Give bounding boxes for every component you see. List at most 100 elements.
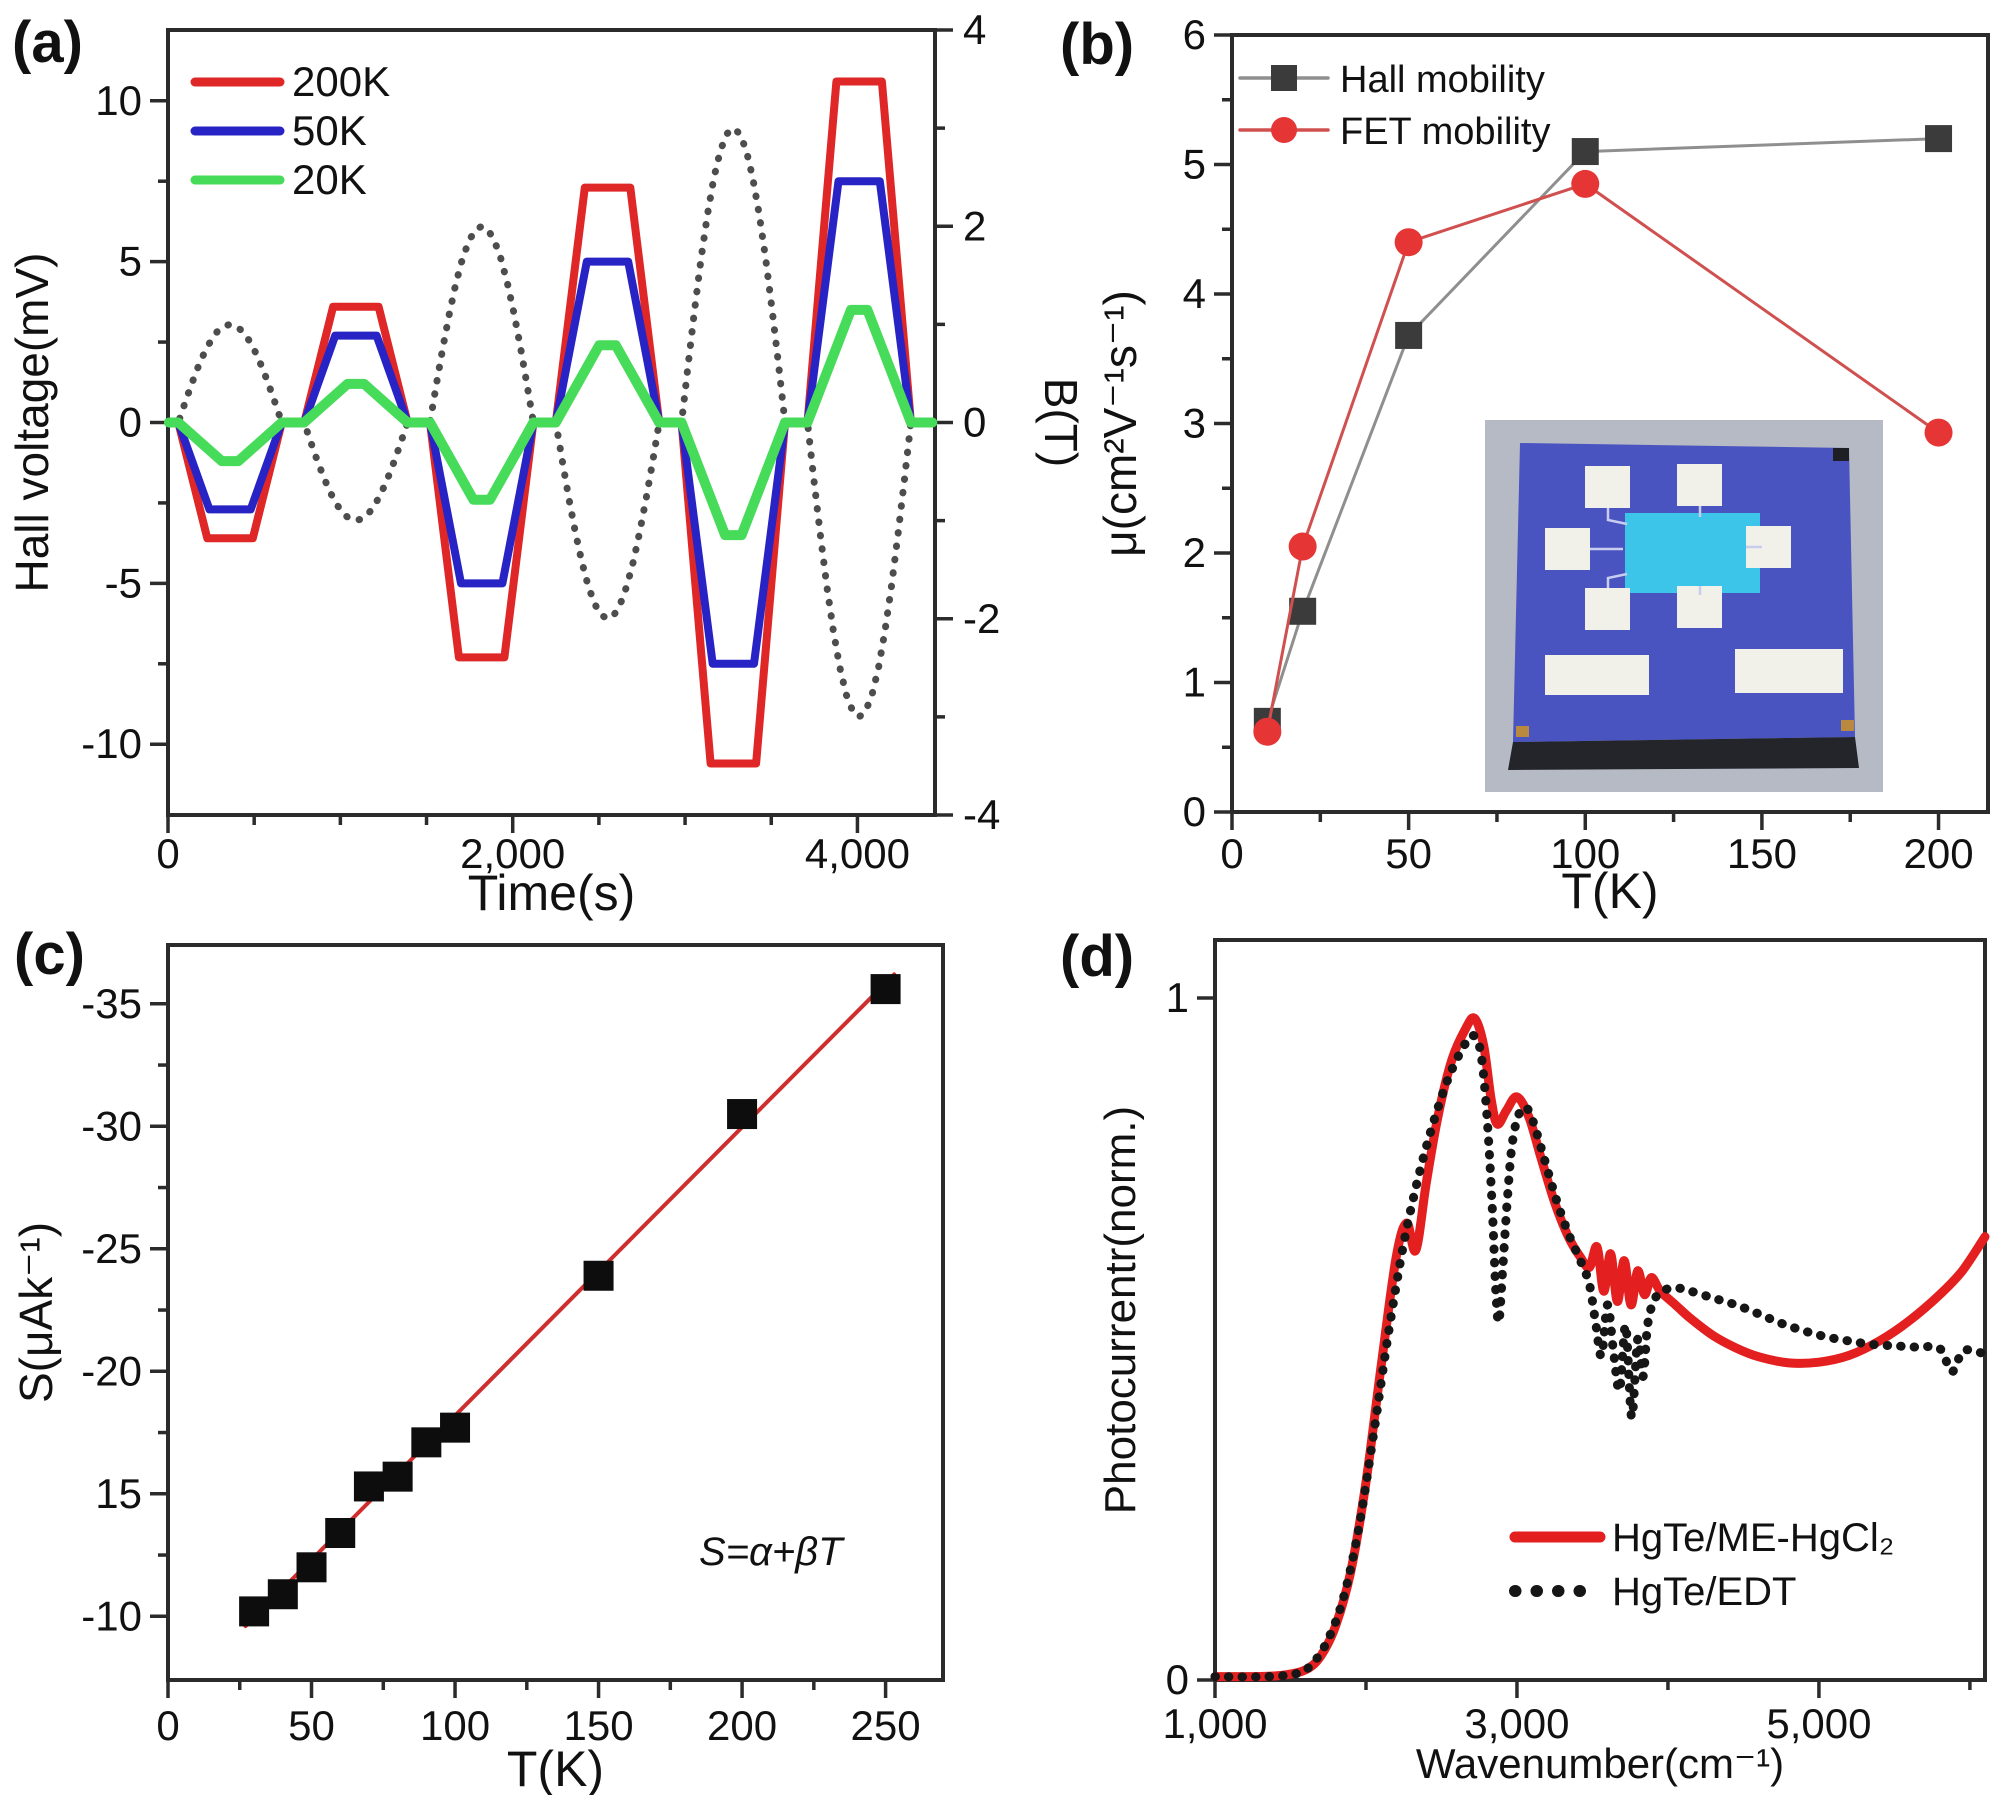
y-tick-label: -25 bbox=[81, 1225, 142, 1272]
inset-contact-pad bbox=[1585, 466, 1630, 508]
legend-marker bbox=[1271, 117, 1297, 143]
panel-d-plot: 1,000 3,000 5,000 0 1 Wavenumber(cm⁻¹) Photocu… bbox=[1096, 938, 1990, 1787]
series-seebeck-coefficient-marker bbox=[353, 1471, 384, 1502]
y-tick-label: 6 bbox=[1183, 11, 1206, 58]
series-hall-mobility-marker bbox=[1571, 138, 1599, 166]
x-tick-label: 0 bbox=[156, 1702, 179, 1749]
y-tick-label: 1 bbox=[1183, 659, 1206, 706]
legend-label: Hall mobility bbox=[1340, 59, 1545, 101]
series-seebeck-coefficient-marker bbox=[239, 1596, 270, 1627]
inset-gold-corner bbox=[1516, 726, 1529, 737]
y-tick-label: 3 bbox=[1183, 400, 1206, 447]
panel-a-y-axis-title: Hall voltage(mV) bbox=[6, 253, 58, 593]
series-hall-mobility-marker bbox=[1395, 321, 1423, 349]
series-linear-fit-line bbox=[243, 972, 897, 1629]
legend-label: HgTe/EDT bbox=[1612, 1570, 1797, 1614]
series-hall-mobility-marker bbox=[1925, 125, 1953, 153]
series-20k-line bbox=[163, 304, 938, 541]
y-tick-label: -10 bbox=[81, 720, 142, 767]
series-seebeck-coefficient-marker bbox=[267, 1579, 298, 1610]
series-seebeck-coefficient-marker bbox=[583, 1260, 614, 1291]
x-tick-label: 0 bbox=[156, 830, 179, 877]
x-tick-label: 100 bbox=[1550, 830, 1620, 877]
y-tick-label: 5 bbox=[1183, 141, 1206, 188]
legend-label: 20K bbox=[292, 156, 367, 203]
inset-wire-trace bbox=[1606, 508, 1628, 526]
panel-a-x-axis-title: Time(s) bbox=[468, 865, 636, 921]
series-seebeck-coefficient-marker bbox=[870, 974, 901, 1005]
panel-b-legend: Hall mobility FET mobility bbox=[1238, 59, 1550, 153]
legend-label: FET mobility bbox=[1340, 111, 1550, 153]
series-seebeck-coefficient-marker bbox=[440, 1412, 471, 1443]
y-tick-label: -35 bbox=[81, 980, 142, 1027]
legend-label: 200K bbox=[292, 58, 390, 105]
panel-c-frame bbox=[166, 943, 945, 1682]
x-tick-label: 200 bbox=[1904, 830, 1974, 877]
y-tick-label: 5 bbox=[119, 238, 142, 285]
y-tick-label: -10 bbox=[81, 1592, 142, 1639]
inset-contact-pad bbox=[1677, 464, 1722, 506]
legend-label: HgTe/ME-HgCl₂ bbox=[1612, 1516, 1894, 1560]
y-right-tick-label: 2 bbox=[963, 202, 986, 249]
legend-label: 50K bbox=[292, 107, 367, 154]
y-tick-label: 2 bbox=[1183, 529, 1206, 576]
y-right-tick-label: 4 bbox=[963, 6, 986, 53]
panel-c-letter: (c) bbox=[14, 922, 85, 987]
x-tick-label: 50 bbox=[288, 1702, 335, 1749]
panel-c-y-axis-title: S(μAk⁻¹) bbox=[10, 1222, 62, 1403]
panel-d-frame bbox=[1213, 938, 1987, 1682]
legend-marker bbox=[1271, 65, 1297, 91]
series-fet-mobility-marker bbox=[1288, 532, 1317, 561]
panel-b-y-axis-title: μ(cm²V⁻¹s⁻¹) bbox=[1094, 290, 1146, 557]
y-right-tick-label: -2 bbox=[963, 595, 1000, 642]
device-photo-inset bbox=[1485, 420, 1883, 792]
series-fet-mobility-marker bbox=[1571, 169, 1600, 198]
x-tick-label: 100 bbox=[420, 1702, 490, 1749]
x-tick-label: 5,000 bbox=[1766, 1700, 1871, 1747]
series-seebeck-coefficient-marker bbox=[727, 1099, 758, 1130]
series-seebeck-coefficient-marker bbox=[296, 1552, 327, 1583]
series-hall-mobility-marker bbox=[1289, 597, 1317, 625]
inset-bottom-pad bbox=[1545, 655, 1649, 695]
series-seebeck-coefficient-marker bbox=[382, 1461, 413, 1492]
y-right-tick-label: 0 bbox=[963, 399, 986, 446]
x-tick-label: 3,000 bbox=[1464, 1700, 1569, 1747]
fit-equation-annotation: S=α+βT bbox=[699, 1530, 845, 1574]
panel-b-x-axis-title: T(K) bbox=[1561, 863, 1658, 919]
panel-b-letter: (b) bbox=[1060, 12, 1135, 77]
x-tick-label: 150 bbox=[564, 1702, 634, 1749]
inset-chip-shadow bbox=[1508, 737, 1859, 770]
panel-b-plot: 0 50 100 150 200 0 1 2 3 4 5 6 T(K) μ(cm²V⁻¹s⁻¹) Hall … bbox=[1094, 11, 1990, 919]
inset-channel bbox=[1625, 513, 1760, 593]
panel-d-legend: HgTe/ME-HgCl₂ HgTe/EDT bbox=[1509, 1516, 1894, 1614]
series-seebeck-coefficient-marker bbox=[325, 1518, 356, 1548]
inset-bottom-pad bbox=[1735, 649, 1843, 693]
y-tick-label: 10 bbox=[95, 77, 142, 124]
panel-d-letter: (d) bbox=[1060, 924, 1135, 989]
y-tick-label: 15 bbox=[95, 1470, 142, 1517]
panel-a-letter: (a) bbox=[12, 10, 83, 75]
series-fet-mobility-marker bbox=[1924, 418, 1953, 447]
x-tick-label: 2,000 bbox=[460, 830, 565, 877]
panel-d-x-axis-title: Wavenumber(cm⁻¹) bbox=[1416, 1740, 1784, 1787]
x-tick-label: 250 bbox=[851, 1702, 921, 1749]
panel-a-plot: 0 2,000 4,000 -10 -5 0 5 10 -4 -2 0 2 4 Time(s) Hall v… bbox=[6, 6, 1087, 921]
series-seebeck-coefficient-marker bbox=[411, 1427, 442, 1458]
x-tick-label: 1,000 bbox=[1162, 1700, 1267, 1747]
y-tick-label: -30 bbox=[81, 1102, 142, 1149]
panel-d-y-axis-title: Photocurrentr(norm.) bbox=[1096, 1106, 1145, 1514]
y-tick-label: -20 bbox=[81, 1347, 142, 1394]
y-tick-label: 0 bbox=[1183, 788, 1206, 835]
x-tick-label: 150 bbox=[1727, 830, 1797, 877]
panel-c-x-axis-title: T(K) bbox=[507, 1741, 604, 1795]
x-tick-label: 0 bbox=[1220, 830, 1243, 877]
y-tick-label: -5 bbox=[105, 559, 142, 606]
y-right-tick-label: -4 bbox=[963, 791, 1000, 838]
series-hgte-edt-line bbox=[1210, 1030, 1990, 1682]
inset-contact-pad bbox=[1585, 588, 1630, 630]
y-tick-label: 4 bbox=[1183, 270, 1206, 317]
x-tick-label: 200 bbox=[707, 1702, 777, 1749]
x-tick-label: 4,000 bbox=[805, 830, 910, 877]
